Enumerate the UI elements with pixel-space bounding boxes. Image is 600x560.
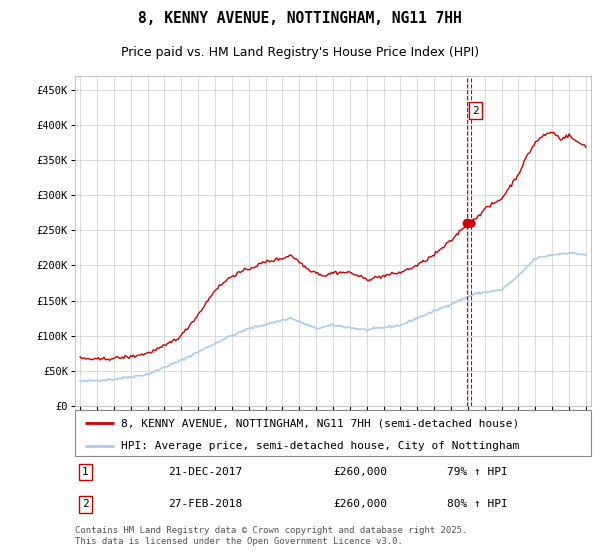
Text: HPI: Average price, semi-detached house, City of Nottingham: HPI: Average price, semi-detached house,… [121,441,520,451]
Text: 27-FEB-2018: 27-FEB-2018 [168,500,242,509]
FancyBboxPatch shape [75,410,591,456]
Text: Price paid vs. HM Land Registry's House Price Index (HPI): Price paid vs. HM Land Registry's House … [121,46,479,59]
Text: 8, KENNY AVENUE, NOTTINGHAM, NG11 7HH: 8, KENNY AVENUE, NOTTINGHAM, NG11 7HH [138,11,462,26]
Text: 2: 2 [82,500,89,509]
Text: Contains HM Land Registry data © Crown copyright and database right 2025.
This d: Contains HM Land Registry data © Crown c… [75,526,467,546]
Text: 2: 2 [472,106,479,116]
Text: 21-DEC-2017: 21-DEC-2017 [168,467,242,477]
Text: 79% ↑ HPI: 79% ↑ HPI [446,467,507,477]
Text: 8, KENNY AVENUE, NOTTINGHAM, NG11 7HH (semi-detached house): 8, KENNY AVENUE, NOTTINGHAM, NG11 7HH (s… [121,418,520,428]
Text: £260,000: £260,000 [333,500,387,509]
Text: 80% ↑ HPI: 80% ↑ HPI [446,500,507,509]
Text: £260,000: £260,000 [333,467,387,477]
Text: 1: 1 [82,467,89,477]
